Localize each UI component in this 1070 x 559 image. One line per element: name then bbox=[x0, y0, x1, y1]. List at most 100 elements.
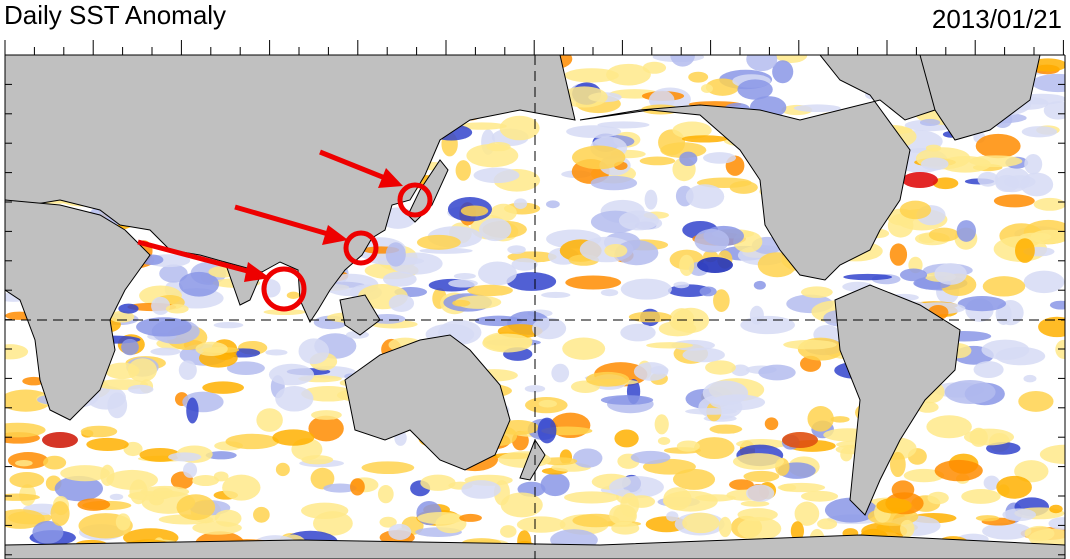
greenland bbox=[919, 55, 1041, 141]
anomaly-patch bbox=[590, 175, 638, 191]
anomaly-patch bbox=[657, 437, 671, 445]
anomaly-patch bbox=[920, 157, 949, 171]
anomaly-patch bbox=[275, 462, 290, 477]
anomaly-patch bbox=[654, 414, 669, 435]
anomaly-patch bbox=[899, 200, 932, 220]
anomaly-patch bbox=[168, 452, 202, 462]
anomaly-patch bbox=[538, 399, 557, 408]
anomaly-patch bbox=[982, 276, 1026, 297]
anomaly-patch bbox=[275, 386, 314, 412]
anomaly-patch bbox=[256, 408, 283, 432]
anomaly-patch bbox=[499, 115, 540, 141]
anomaly-patch bbox=[977, 171, 999, 187]
anomaly-patch bbox=[453, 272, 476, 280]
anomaly-patch bbox=[461, 480, 501, 499]
anomaly-patch bbox=[672, 468, 716, 490]
anomaly-patch bbox=[969, 155, 1023, 168]
anomaly-patch bbox=[513, 198, 528, 209]
anomaly-patch bbox=[225, 433, 279, 450]
anomaly-patch bbox=[731, 364, 750, 377]
anomaly-patch bbox=[672, 121, 712, 139]
anomaly-patch bbox=[202, 381, 244, 394]
anomaly-patch bbox=[737, 517, 782, 541]
anomaly-patch bbox=[700, 83, 713, 93]
anomaly-patch bbox=[688, 71, 709, 83]
land bbox=[5, 55, 1065, 559]
annotations bbox=[137, 149, 433, 312]
anomaly-patch bbox=[379, 516, 397, 528]
anomaly-patch bbox=[506, 272, 557, 291]
anomaly-patch bbox=[479, 218, 512, 242]
anomaly-patch bbox=[80, 425, 118, 438]
anomaly-patch bbox=[286, 291, 301, 300]
anomaly-patch bbox=[679, 254, 695, 276]
anomaly-patch bbox=[466, 143, 519, 168]
map-title: Daily SST Anomaly bbox=[4, 0, 227, 30]
arrow-head bbox=[322, 225, 348, 245]
anomaly-patch bbox=[679, 151, 698, 167]
anomaly-patch bbox=[310, 467, 335, 490]
map-date: 2013/01/21 bbox=[931, 4, 1062, 34]
anomaly-patch bbox=[709, 424, 743, 434]
anomaly-patch bbox=[540, 473, 570, 497]
anomaly-patch bbox=[694, 228, 730, 253]
anomaly-patch bbox=[1049, 504, 1063, 514]
anomaly-patch bbox=[301, 502, 349, 519]
anomaly-patch bbox=[564, 491, 620, 504]
anomaly-patch bbox=[889, 243, 908, 266]
anomaly-patch bbox=[524, 385, 546, 393]
axis-ticks bbox=[4, 40, 1066, 559]
anomaly-patch bbox=[1048, 517, 1065, 530]
anomaly-patch bbox=[118, 303, 139, 314]
arrow-head bbox=[244, 262, 270, 282]
anomaly-patch bbox=[467, 284, 513, 297]
anomaly-patch bbox=[620, 323, 656, 342]
anomaly-patch bbox=[500, 492, 543, 518]
anomaly-patch bbox=[420, 474, 456, 491]
anomaly-patch bbox=[531, 317, 567, 340]
anomaly-patch bbox=[600, 395, 654, 405]
anomaly-core bbox=[902, 172, 938, 188]
anomaly-patch bbox=[646, 342, 694, 349]
anomaly-patch bbox=[790, 521, 805, 541]
anomaly-patch bbox=[672, 307, 710, 334]
anomaly-patch bbox=[551, 363, 570, 383]
highlight-circle bbox=[343, 230, 379, 266]
anomaly-patch bbox=[957, 296, 1007, 312]
anomaly-patch bbox=[618, 210, 659, 231]
anomaly-patch bbox=[457, 122, 507, 130]
arrow-shaft bbox=[319, 149, 391, 183]
anomaly-patch bbox=[388, 523, 412, 540]
anomaly-patch bbox=[106, 469, 158, 490]
anomaly-patch bbox=[699, 286, 717, 297]
anomaly-patch bbox=[15, 459, 33, 467]
anomaly-patch bbox=[709, 394, 766, 411]
anomaly-patch bbox=[639, 156, 676, 166]
anomaly-patch bbox=[452, 299, 471, 307]
anomaly-patch bbox=[670, 55, 695, 67]
anomaly-patch bbox=[1020, 172, 1054, 197]
anomaly-patch bbox=[891, 480, 915, 500]
anomaly-patch bbox=[609, 475, 664, 499]
anomaly-patch bbox=[192, 475, 220, 487]
anomaly-patch bbox=[993, 194, 1035, 208]
anomaly-patch bbox=[606, 63, 651, 86]
antarctica bbox=[5, 534, 1065, 559]
arrow-shaft bbox=[137, 239, 256, 276]
anomaly-patch bbox=[5, 509, 45, 529]
anomaly-patch bbox=[666, 511, 679, 522]
anomaly-patch bbox=[1014, 238, 1035, 263]
anomaly-patch bbox=[611, 521, 640, 535]
anomaly-patch bbox=[152, 487, 174, 499]
anomaly-patch bbox=[983, 475, 1000, 491]
anomaly-patch bbox=[620, 492, 640, 518]
anomaly-patch bbox=[115, 513, 131, 531]
anomaly-patch bbox=[899, 268, 928, 282]
anomaly-patch bbox=[934, 459, 983, 482]
anomaly-patch bbox=[944, 379, 996, 404]
anomaly-patch bbox=[961, 489, 1001, 504]
anomaly-patch bbox=[600, 289, 619, 297]
anomaly-patch bbox=[843, 273, 893, 281]
anomaly-patch bbox=[732, 453, 784, 470]
